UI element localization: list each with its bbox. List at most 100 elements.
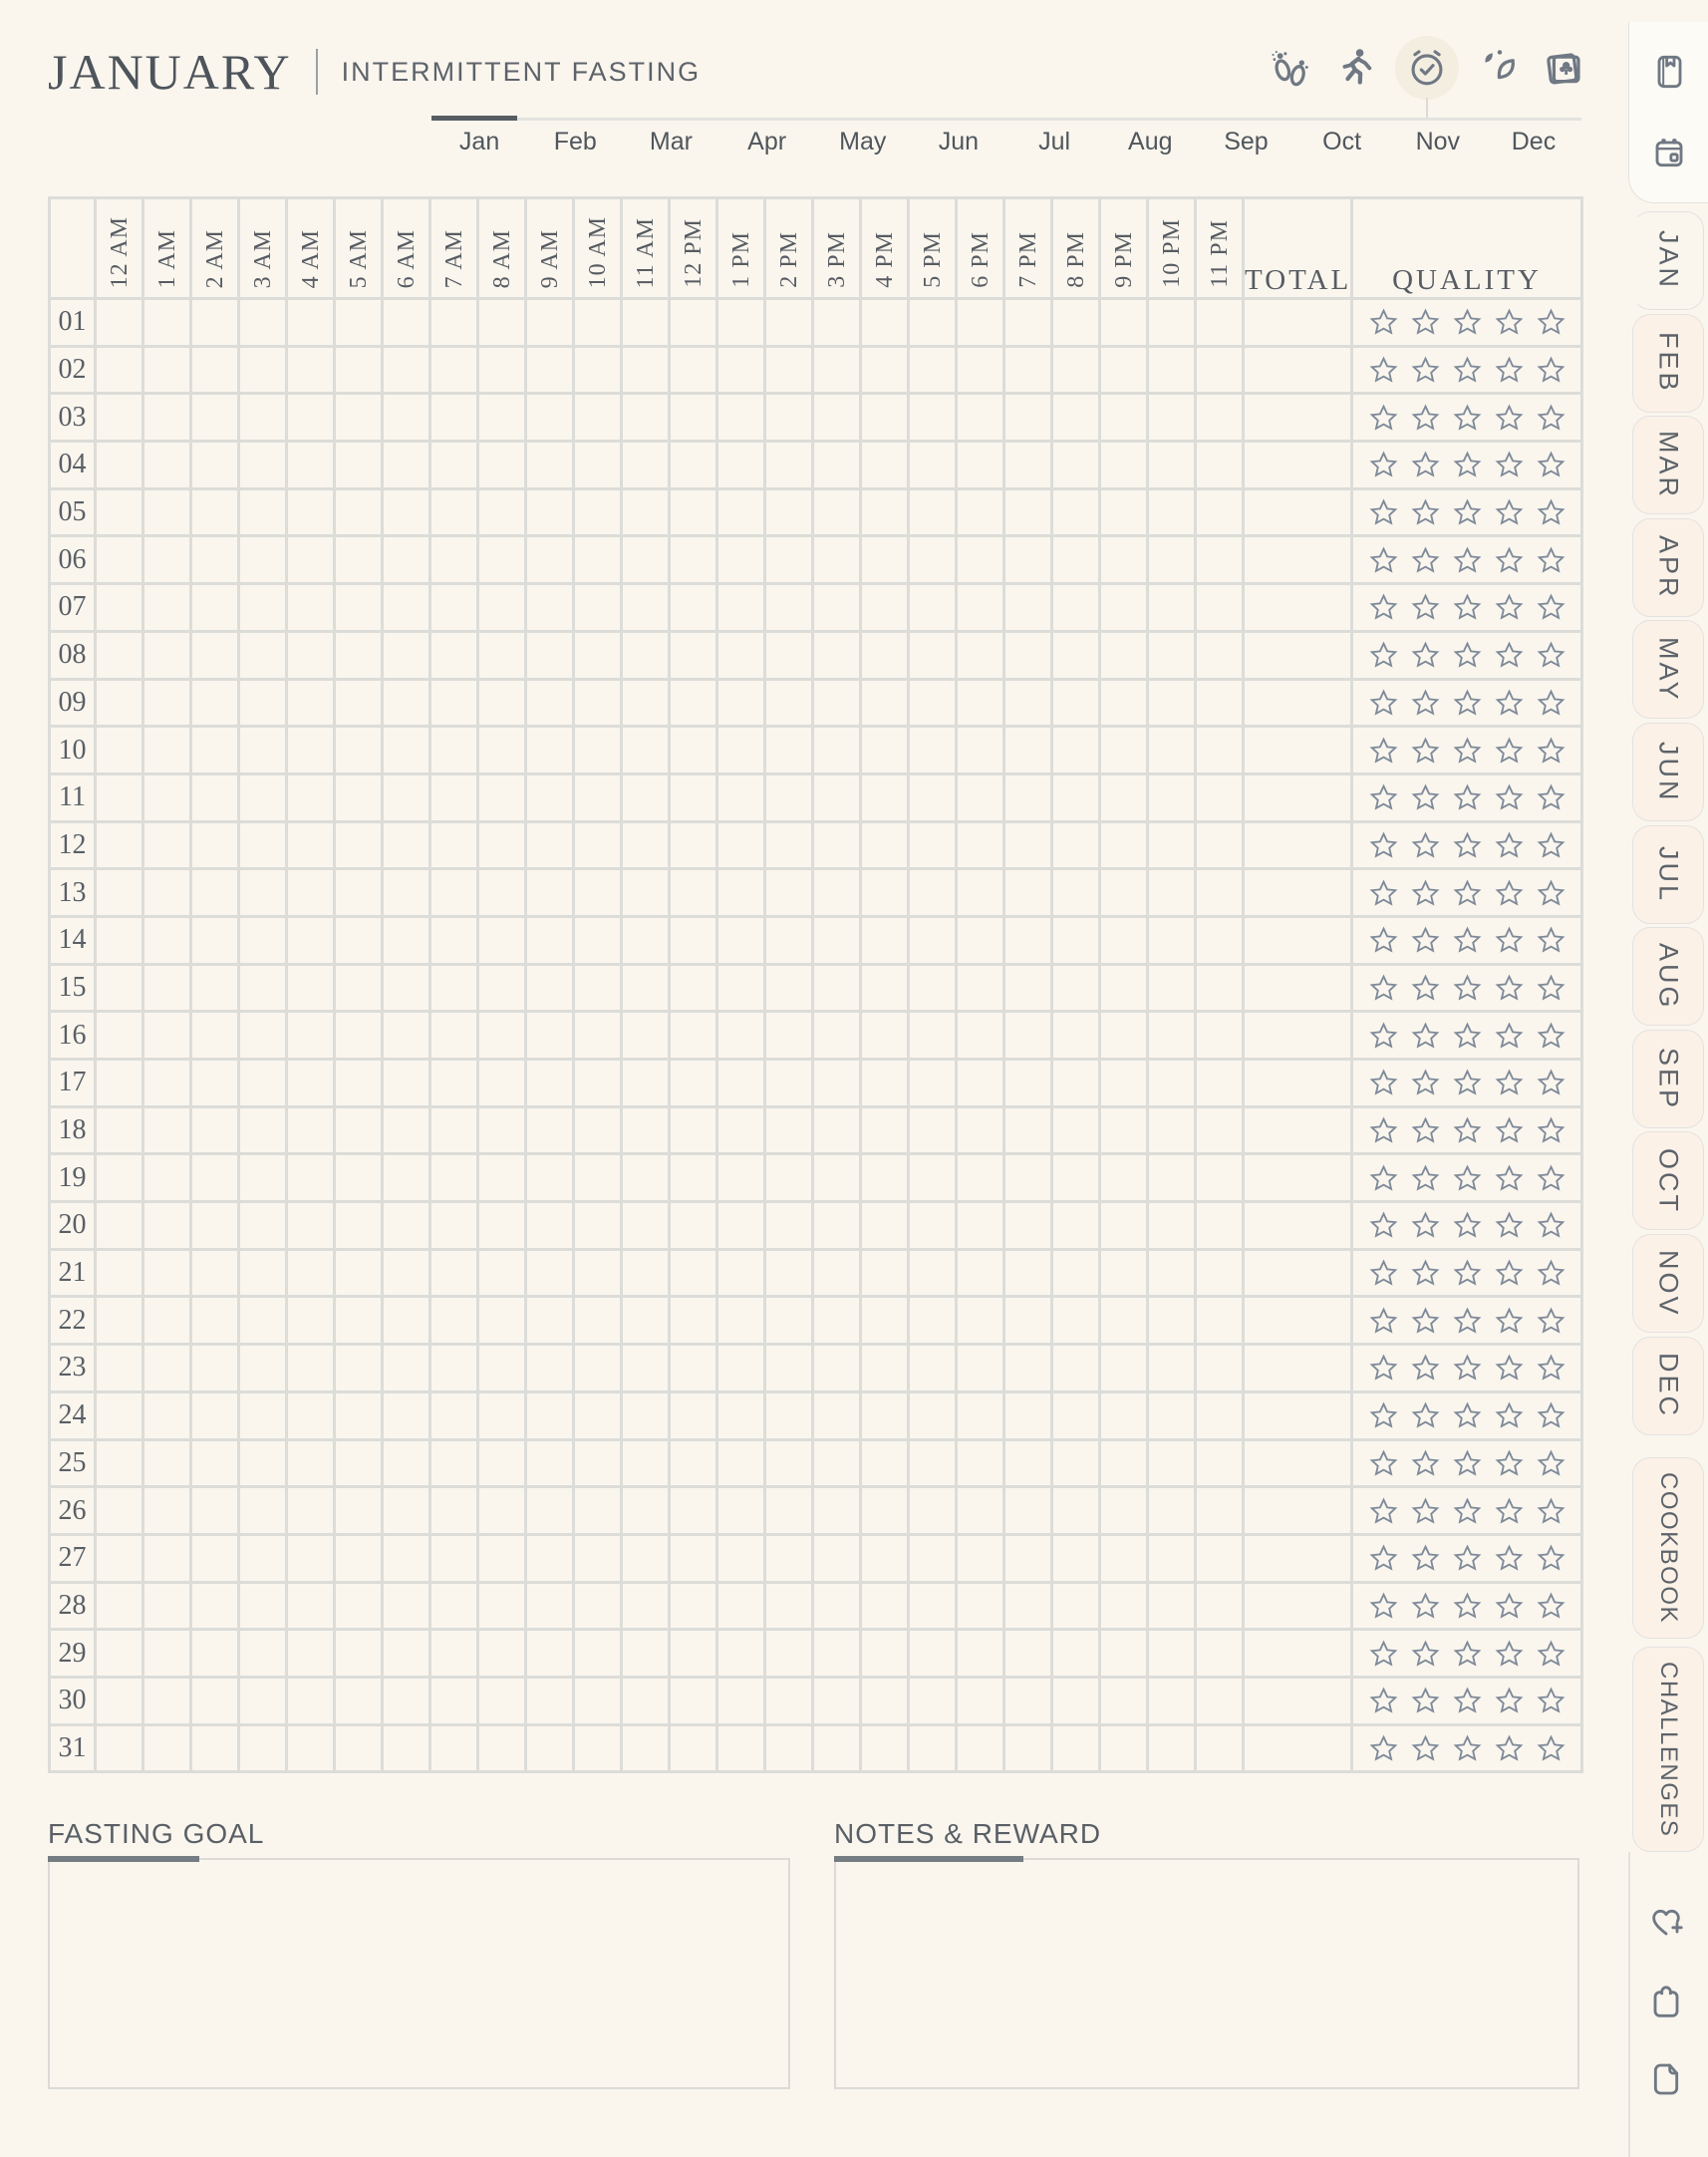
fasting-hour-cell[interactable] [668, 344, 718, 396]
fasting-hour-cell[interactable] [285, 1485, 336, 1536]
sidebar-tab-aug[interactable]: AUG [1632, 927, 1704, 1027]
quality-star[interactable] [1537, 1354, 1566, 1382]
fasting-hour-cell[interactable] [572, 1058, 623, 1108]
fasting-hour-cell[interactable] [142, 344, 192, 396]
fasting-hour-cell[interactable] [285, 1389, 336, 1441]
fasting-hour-cell[interactable] [428, 1200, 479, 1251]
sidebar-tab-dec[interactable]: DEC [1632, 1336, 1704, 1435]
fasting-hour-cell[interactable] [381, 1200, 431, 1251]
fasting-hour-cell[interactable] [811, 867, 862, 918]
month-nav-may[interactable]: May [839, 128, 887, 155]
fasting-hour-cell[interactable] [955, 725, 1005, 775]
fasting-hour-cell[interactable] [476, 629, 527, 681]
fasting-hour-cell[interactable] [1050, 1437, 1101, 1489]
fasting-hour-cell[interactable] [668, 819, 718, 871]
total-cell[interactable] [1242, 582, 1353, 633]
quality-star[interactable] [1537, 689, 1566, 717]
fasting-hour-cell[interactable] [428, 629, 479, 681]
fasting-hour-cell[interactable] [1050, 819, 1101, 871]
fasting-hour-cell[interactable] [285, 440, 336, 490]
quality-star[interactable] [1537, 308, 1566, 336]
quality-star[interactable] [1537, 356, 1566, 384]
fasting-hour-cell[interactable] [1194, 1437, 1245, 1489]
fasting-hour-cell[interactable] [668, 677, 718, 729]
fasting-hour-cell[interactable] [955, 1389, 1005, 1441]
fasting-hour-cell[interactable] [333, 1389, 384, 1441]
fasting-hour-cell[interactable] [333, 1295, 384, 1347]
sidebar-tab-mar[interactable]: MAR [1632, 416, 1704, 515]
fasting-hour-cell[interactable] [189, 629, 240, 681]
fasting-hour-cell[interactable] [1194, 486, 1245, 538]
quality-star[interactable] [1369, 689, 1398, 717]
fasting-hour-cell[interactable] [1194, 1295, 1245, 1347]
fasting-hour-cell[interactable] [1002, 677, 1053, 729]
fasting-hour-cell[interactable] [715, 1010, 766, 1061]
fasting-hour-cell[interactable] [859, 1058, 910, 1108]
quality-star[interactable] [1453, 1116, 1482, 1144]
fasting-hour-cell[interactable] [285, 1532, 336, 1584]
fasting-hour-cell[interactable] [381, 1010, 431, 1061]
fasting-hour-cell[interactable] [668, 1485, 718, 1536]
quality-star[interactable] [1453, 1497, 1482, 1525]
fasting-hour-cell[interactable] [668, 392, 718, 444]
fasting-hour-cell[interactable] [381, 867, 431, 918]
fasting-hour-cell[interactable] [811, 297, 862, 348]
fasting-hour-cell[interactable] [668, 1058, 718, 1108]
quality-star[interactable] [1453, 689, 1482, 717]
fasting-hour-cell[interactable] [524, 1295, 575, 1347]
fasting-hour-cell[interactable] [428, 440, 479, 490]
fasting-hour-cell[interactable] [142, 486, 192, 538]
quality-star[interactable] [1453, 1259, 1482, 1287]
fasting-hour-cell[interactable] [668, 1389, 718, 1441]
fasting-hour-cell[interactable] [907, 1580, 958, 1632]
fasting-hour-cell[interactable] [955, 1058, 1005, 1108]
sidebar-tab-jun[interactable]: JUN [1632, 723, 1704, 821]
fasting-hour-cell[interactable] [1098, 677, 1149, 729]
fasting-hour-cell[interactable] [237, 1389, 288, 1441]
fasting-hour-cell[interactable] [237, 1722, 288, 1774]
fasting-hour-cell[interactable] [524, 1152, 575, 1204]
fasting-hour-cell[interactable] [381, 1437, 431, 1489]
fasting-hour-cell[interactable] [907, 629, 958, 681]
fasting-hour-cell[interactable] [1002, 1010, 1053, 1061]
total-cell[interactable] [1242, 1675, 1353, 1726]
fasting-hour-cell[interactable] [1050, 914, 1101, 966]
fasting-hour-cell[interactable] [859, 1010, 910, 1061]
fasting-hour-cell[interactable] [955, 629, 1005, 681]
fasting-hour-cell[interactable] [1050, 344, 1101, 396]
fasting-hour-cell[interactable] [572, 1485, 623, 1536]
fasting-hour-cell[interactable] [524, 629, 575, 681]
fasting-hour-cell[interactable] [620, 440, 671, 490]
fasting-hour-cell[interactable] [524, 297, 575, 348]
quality-star[interactable] [1537, 1592, 1566, 1620]
fasting-hour-cell[interactable] [1146, 1675, 1197, 1726]
fasting-hour-cell[interactable] [237, 582, 288, 633]
fasting-hour-cell[interactable] [524, 1532, 575, 1584]
fasting-hour-cell[interactable] [859, 392, 910, 444]
fasting-hour-cell[interactable] [524, 582, 575, 633]
quality-star[interactable] [1369, 1259, 1398, 1287]
fasting-hour-cell[interactable] [285, 819, 336, 871]
fasting-hour-cell[interactable] [189, 867, 240, 918]
fasting-hour-cell[interactable] [1050, 1104, 1101, 1156]
fasting-hour-cell[interactable] [955, 1580, 1005, 1632]
fasting-hour-cell[interactable] [859, 1722, 910, 1774]
fasting-hour-cell[interactable] [955, 1722, 1005, 1774]
fasting-hour-cell[interactable] [1194, 962, 1245, 1014]
fasting-hour-cell[interactable] [907, 1675, 958, 1726]
fasting-hour-cell[interactable] [668, 1628, 718, 1679]
fasting-hour-cell[interactable] [428, 1437, 479, 1489]
fasting-hour-cell[interactable] [524, 534, 575, 586]
fasting-hour-cell[interactable] [285, 771, 336, 823]
fasting-hour-cell[interactable] [811, 629, 862, 681]
fasting-hour-cell[interactable] [94, 867, 144, 918]
quality-star[interactable] [1495, 1734, 1524, 1762]
month-nav-oct[interactable]: Oct [1322, 128, 1362, 155]
fasting-hour-cell[interactable] [955, 1247, 1005, 1299]
quality-star[interactable] [1453, 1687, 1482, 1714]
fasting-hour-cell[interactable] [620, 1437, 671, 1489]
quality-star[interactable] [1369, 1497, 1398, 1525]
fasting-hour-cell[interactable] [907, 1152, 958, 1204]
total-cell[interactable] [1242, 297, 1353, 348]
fasting-hour-cell[interactable] [189, 1295, 240, 1347]
